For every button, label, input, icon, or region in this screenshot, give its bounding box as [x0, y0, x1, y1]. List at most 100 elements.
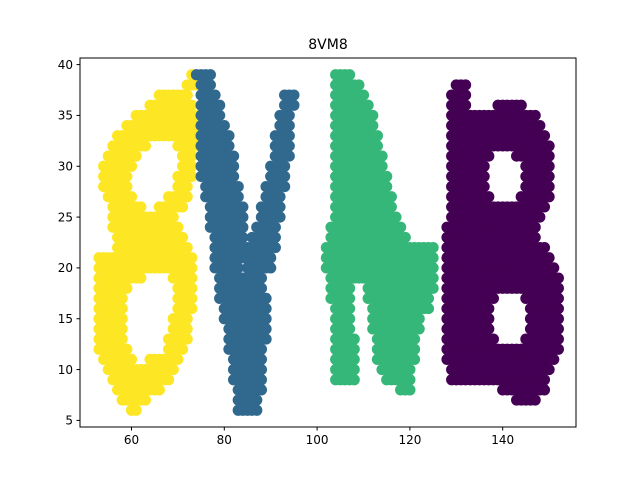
scatter-point	[274, 191, 286, 203]
x-tick-label: 80	[217, 433, 232, 447]
y-tick-label: 5	[65, 414, 73, 428]
y-tick-label: 25	[58, 210, 73, 224]
scatter-point	[478, 180, 490, 193]
scatter-point	[343, 69, 356, 81]
scatter-point	[116, 292, 128, 305]
scatter-point	[186, 170, 198, 183]
scatter-point	[543, 160, 555, 172]
scatter-point	[538, 130, 551, 142]
scatter-point	[121, 343, 133, 355]
scatter-point	[362, 99, 374, 111]
scatter-point	[538, 374, 551, 386]
scatter-point	[404, 384, 416, 396]
scatter-point	[427, 252, 439, 264]
scatter-point	[343, 323, 356, 335]
y-tick-label: 35	[58, 109, 73, 123]
scatter-point	[176, 231, 189, 244]
scatter-point	[260, 333, 272, 345]
scatter-point	[422, 292, 435, 305]
scatter-point	[255, 343, 268, 355]
scatter-point	[130, 404, 142, 416]
scatter-point	[125, 160, 138, 172]
series-B	[441, 79, 564, 406]
scatter-point	[274, 211, 286, 223]
scatter-point	[385, 191, 397, 203]
scatter-point	[478, 160, 490, 172]
scatter-point	[552, 282, 564, 294]
scatter-point	[548, 353, 560, 365]
scatter-point	[139, 394, 152, 406]
x-axis: 60 80 100 120 140	[124, 427, 514, 447]
scatter-point	[529, 221, 541, 233]
scatter-point	[483, 150, 495, 162]
scatter-point	[186, 99, 198, 111]
scatter-point	[427, 272, 439, 284]
scatter-point	[227, 160, 240, 172]
scatter-point	[176, 201, 189, 213]
scatter-point	[237, 221, 249, 233]
scatter-point	[367, 109, 379, 122]
y-tick-label: 10	[58, 363, 73, 377]
scatter-point	[181, 180, 193, 193]
scatter-point	[255, 272, 268, 284]
x-tick-label: 100	[306, 433, 329, 447]
series-V	[190, 69, 300, 416]
scatter-point	[223, 140, 235, 152]
chart-title: 8VM8	[308, 37, 347, 53]
scatter-point	[343, 302, 356, 315]
scatter-point	[209, 89, 221, 101]
scatter-point	[552, 323, 564, 335]
scatter-point	[227, 170, 240, 183]
scatter-point	[232, 180, 244, 193]
scatter-point	[223, 130, 235, 142]
scatter-point	[232, 191, 244, 203]
scatter-point	[181, 333, 193, 345]
scatter-point	[130, 150, 142, 162]
scatter-point	[181, 313, 193, 325]
x-tick-label: 120	[398, 433, 421, 447]
scatter-point	[483, 323, 495, 335]
y-tick-label: 40	[58, 58, 73, 72]
scatter-point	[163, 374, 175, 386]
scatter-point	[260, 302, 272, 315]
scatter-point	[186, 160, 198, 172]
scatter-point	[237, 231, 249, 244]
scatter-point	[255, 353, 268, 365]
scatter-point	[483, 302, 495, 315]
scatter-point	[538, 241, 551, 254]
scatter-point	[534, 211, 546, 223]
scatter-point	[390, 211, 402, 223]
scatter-point	[204, 69, 216, 81]
scatter-point	[543, 252, 555, 264]
x-tick-label: 60	[124, 433, 139, 447]
scatter-point	[116, 313, 128, 325]
scatter-point	[552, 272, 564, 284]
scatter-point	[255, 374, 268, 386]
x-tick-label: 140	[491, 433, 514, 447]
scatter-point	[552, 292, 564, 305]
scatter-point	[269, 221, 281, 233]
scatter-point	[376, 150, 388, 162]
scatter-point	[255, 384, 268, 396]
scatter-point	[353, 79, 365, 91]
scatter-point	[381, 170, 393, 183]
series-8	[93, 69, 203, 416]
scatter-point	[255, 282, 268, 294]
scatter-point	[176, 343, 189, 355]
scatter-point	[283, 120, 295, 132]
scatter-point	[478, 170, 490, 183]
scatter-point	[125, 191, 138, 203]
scatter-point	[543, 170, 555, 183]
scatter-point	[422, 302, 435, 315]
scatter-point	[408, 353, 421, 365]
scatter-point	[172, 353, 184, 365]
scatter-point	[343, 282, 356, 294]
scatter-point	[483, 191, 495, 203]
scatter-point	[348, 343, 360, 355]
plot-frame	[79, 57, 577, 428]
scatter-point	[214, 99, 226, 111]
scatter-point	[181, 241, 193, 254]
scatter-point	[348, 363, 360, 376]
